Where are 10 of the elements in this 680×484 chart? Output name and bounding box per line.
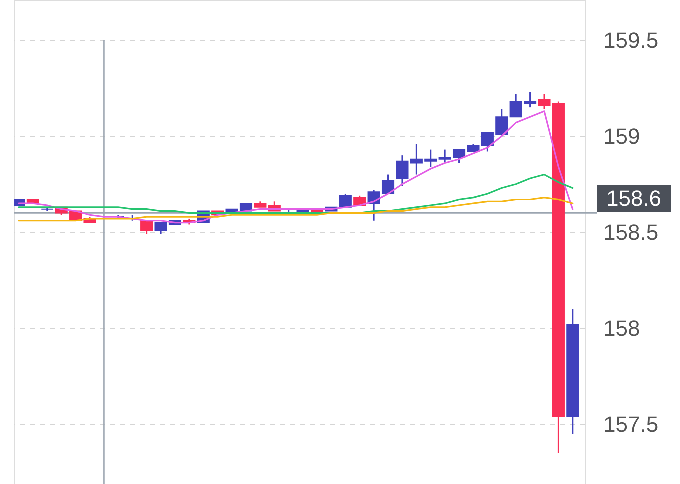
y-tick-label: 158.5 — [604, 220, 659, 245]
y-tick-label: 159.5 — [604, 28, 659, 53]
ref-line-label: 158.6 — [606, 186, 662, 212]
y-tick-label: 158 — [604, 316, 640, 341]
candlestick — [140, 220, 154, 236]
candlestick — [339, 193, 352, 208]
y-tick-label: 157.5 — [604, 412, 659, 437]
y-tick-label: 159 — [604, 124, 640, 149]
line-series — [18, 197, 574, 222]
line-series — [18, 174, 574, 214]
